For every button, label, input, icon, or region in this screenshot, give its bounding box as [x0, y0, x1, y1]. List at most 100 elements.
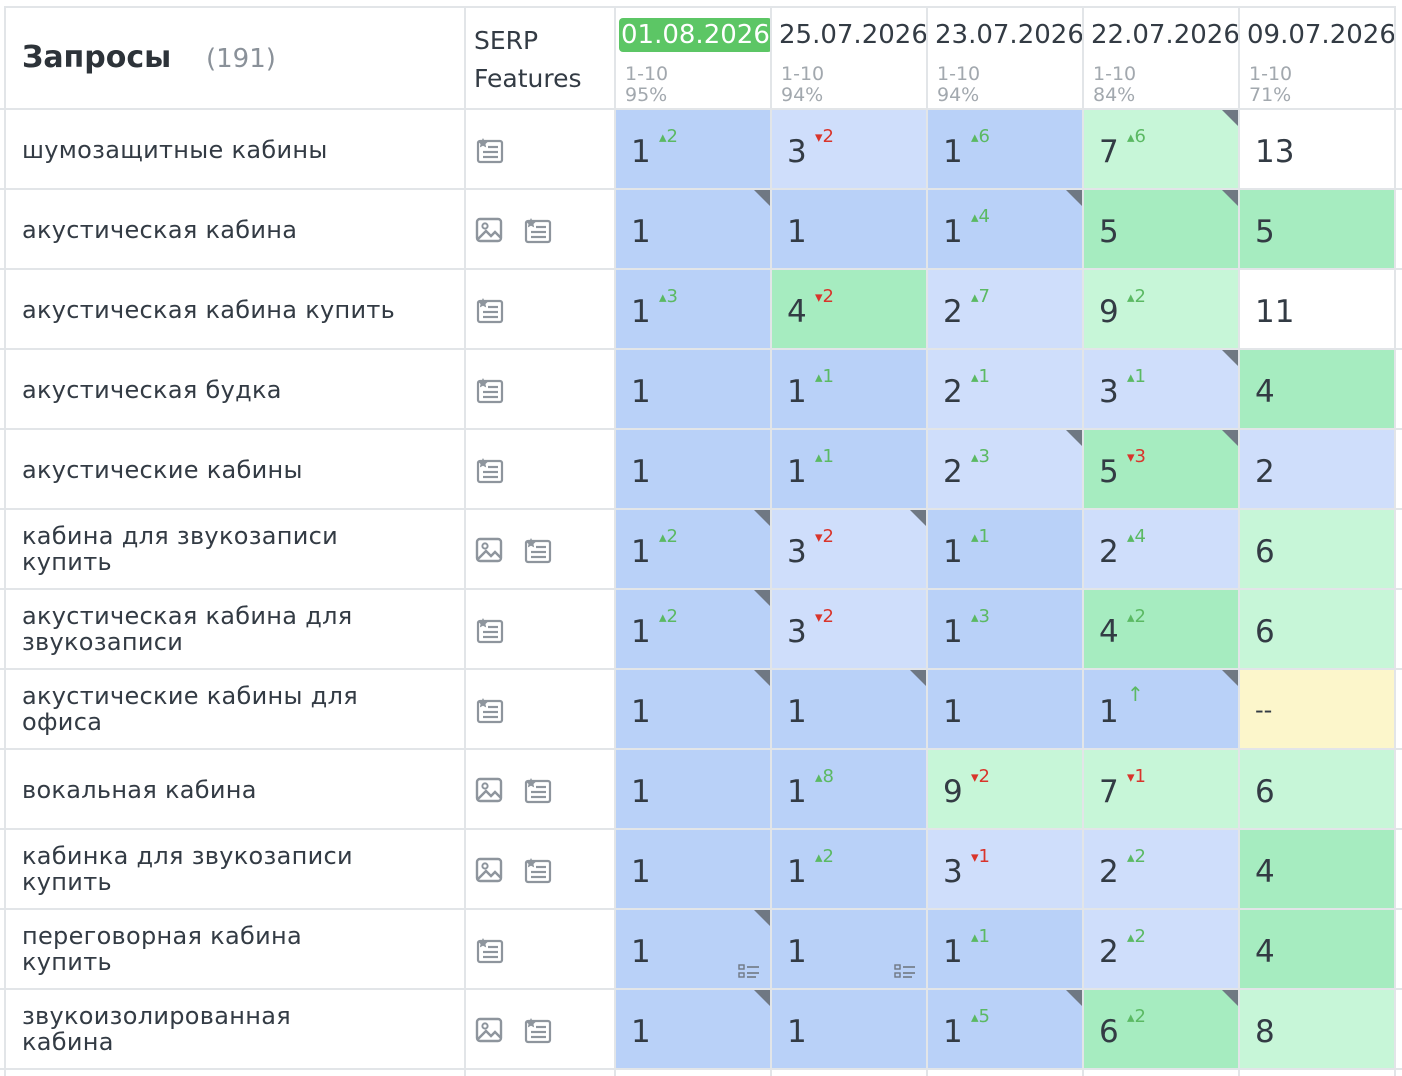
list-star-icon[interactable]: [474, 935, 504, 965]
rank-cell[interactable]: 9 ▾2: [927, 750, 1082, 828]
date-column-header[interactable]: 25.07.2026 1-10 94%: [771, 8, 928, 108]
query-text[interactable]: шумозащитные кабины: [22, 137, 328, 163]
rank-cell[interactable]: 1: [615, 350, 770, 428]
rank-cell[interactable]: --: [1239, 670, 1394, 748]
rank-cell[interactable]: 1 ↑: [1083, 670, 1238, 748]
rank-cell[interactable]: 4 ▾2: [771, 270, 926, 348]
rank-cell[interactable]: 13: [1239, 110, 1394, 188]
date-column-header[interactable]: 23.07.2026 1-10 94%: [927, 8, 1084, 108]
rank-cell[interactable]: 1 ▴1: [771, 430, 926, 508]
date-label[interactable]: 23.07.2026: [935, 20, 1084, 50]
date-column-header[interactable]: 09.07.2026 1-10 71%: [1239, 8, 1396, 108]
rank-cell[interactable]: 3 ▴1: [1083, 350, 1238, 428]
rank-cell[interactable]: 5 ▾3: [1083, 430, 1238, 508]
rank-cell[interactable]: 1 ▴6: [927, 110, 1082, 188]
list-star-icon[interactable]: [474, 695, 504, 725]
rank-cell[interactable]: 1: [771, 190, 926, 268]
rank-cell[interactable]: 1 ▴4: [927, 190, 1082, 268]
rank-cell[interactable]: 5: [1083, 190, 1238, 268]
rank-cell[interactable]: 5: [1239, 190, 1394, 268]
date-label[interactable]: 22.07.2026: [1091, 20, 1240, 50]
list-star-icon[interactable]: [474, 455, 504, 485]
rank-cell[interactable]: 6 ▴2: [1083, 990, 1238, 1068]
rank-cell[interactable]: 1 ▴2: [615, 510, 770, 588]
rank-cell[interactable]: 3 ▾2: [771, 510, 926, 588]
rank-cell[interactable]: 1: [615, 990, 770, 1068]
query-text[interactable]: переговорная кабина купить: [22, 923, 302, 975]
date-label[interactable]: 25.07.2026: [779, 20, 928, 50]
rank-cell[interactable]: 2 ▴4: [1083, 510, 1238, 588]
image-icon[interactable]: [474, 535, 504, 565]
rank-cell[interactable]: 1 ▴3: [927, 590, 1082, 668]
list-star-icon[interactable]: [474, 615, 504, 645]
image-icon[interactable]: [474, 1015, 504, 1045]
list-star-icon[interactable]: [522, 535, 552, 565]
date-column-header[interactable]: 22.07.2026 1-10 84%: [1083, 8, 1240, 108]
rank-cell[interactable]: 2 ▴1: [927, 350, 1082, 428]
rank-cell[interactable]: 11: [1239, 270, 1394, 348]
query-text[interactable]: акустическая кабина для звукозаписи: [22, 603, 353, 655]
rank-cell[interactable]: 1: [615, 670, 770, 748]
rank-cell[interactable]: 2: [1239, 430, 1394, 508]
rank-cell[interactable]: 3 ▾1: [927, 830, 1082, 908]
list-star-icon[interactable]: [522, 215, 552, 245]
rank-cell[interactable]: 1 ▴1: [927, 910, 1082, 988]
rank-cell[interactable]: 1: [615, 430, 770, 508]
image-icon[interactable]: [474, 775, 504, 805]
rank-cell[interactable]: 1 ▴5: [927, 990, 1082, 1068]
list-star-icon[interactable]: [522, 1015, 552, 1045]
list-star-icon[interactable]: [522, 855, 552, 885]
rank-cell[interactable]: 9 ▴2: [1083, 270, 1238, 348]
rank-cell[interactable]: 1 ▴1: [927, 510, 1082, 588]
query-text[interactable]: акустические кабины: [22, 457, 303, 483]
rank-cell[interactable]: 7 ▴6: [1083, 110, 1238, 188]
rank-cell[interactable]: 8: [1239, 990, 1394, 1068]
rank-cell[interactable]: 1: [615, 830, 770, 908]
rank-cell[interactable]: 2 ▴7: [927, 270, 1082, 348]
rank-cell[interactable]: 1 ▴2: [615, 110, 770, 188]
rank-cell[interactable]: 1: [771, 910, 926, 988]
rank-cell[interactable]: 2 ▴2: [1083, 830, 1238, 908]
rank-cell[interactable]: 2 ▴3: [927, 430, 1082, 508]
rank-cell[interactable]: 1 ▴3: [615, 270, 770, 348]
query-text[interactable]: вокальная кабина: [22, 777, 257, 803]
rank-change-down: ▾3: [1127, 446, 1146, 467]
rank-cell[interactable]: 1: [771, 990, 926, 1068]
date-label[interactable]: 01.08.2026: [619, 18, 772, 52]
rank-cell[interactable]: 3 ▾2: [771, 590, 926, 668]
rank-cell[interactable]: 1 ▴2: [771, 830, 926, 908]
query-text[interactable]: звукоизолированная кабина: [22, 1003, 291, 1055]
rank-cell[interactable]: 1 ▴2: [615, 590, 770, 668]
rank-cell[interactable]: 1 ▴8: [771, 750, 926, 828]
list-star-icon[interactable]: [474, 295, 504, 325]
rank-cell[interactable]: 1: [615, 750, 770, 828]
image-icon[interactable]: [474, 215, 504, 245]
rank-cell[interactable]: 4: [1239, 910, 1394, 988]
rank-cell[interactable]: 4: [1239, 350, 1394, 428]
date-label[interactable]: 09.07.2026: [1247, 20, 1396, 50]
rank-cell[interactable]: 3 ▾2: [771, 110, 926, 188]
rank-cell[interactable]: 6: [1239, 590, 1394, 668]
query-text[interactable]: акустическая кабина: [22, 217, 297, 243]
query-text[interactable]: акустическая будка: [22, 377, 282, 403]
query-text[interactable]: акустические кабины для офиса: [22, 683, 358, 735]
query-text[interactable]: кабина для звукозаписи купить: [22, 523, 338, 575]
rank-cell[interactable]: 4: [1239, 830, 1394, 908]
rank-cell[interactable]: 2 ▴2: [1083, 910, 1238, 988]
rank-cell[interactable]: 1: [615, 910, 770, 988]
list-star-icon[interactable]: [474, 135, 504, 165]
rank-cell[interactable]: 1: [927, 670, 1082, 748]
rank-cell[interactable]: 6: [1239, 750, 1394, 828]
rank-cell[interactable]: 4 ▴2: [1083, 590, 1238, 668]
rank-cell[interactable]: 1 ▴1: [771, 350, 926, 428]
rank-cell[interactable]: 1: [771, 670, 926, 748]
query-text[interactable]: акустическая кабина купить: [22, 297, 395, 323]
list-star-icon[interactable]: [522, 775, 552, 805]
rank-cell[interactable]: 1: [615, 190, 770, 268]
date-column-header[interactable]: 01.08.2026 1-10 95%: [615, 8, 772, 108]
list-star-icon[interactable]: [474, 375, 504, 405]
rank-cell[interactable]: 7 ▾1: [1083, 750, 1238, 828]
rank-cell[interactable]: 6: [1239, 510, 1394, 588]
image-icon[interactable]: [474, 855, 504, 885]
query-text[interactable]: кабинка для звукозаписи купить: [22, 843, 353, 895]
